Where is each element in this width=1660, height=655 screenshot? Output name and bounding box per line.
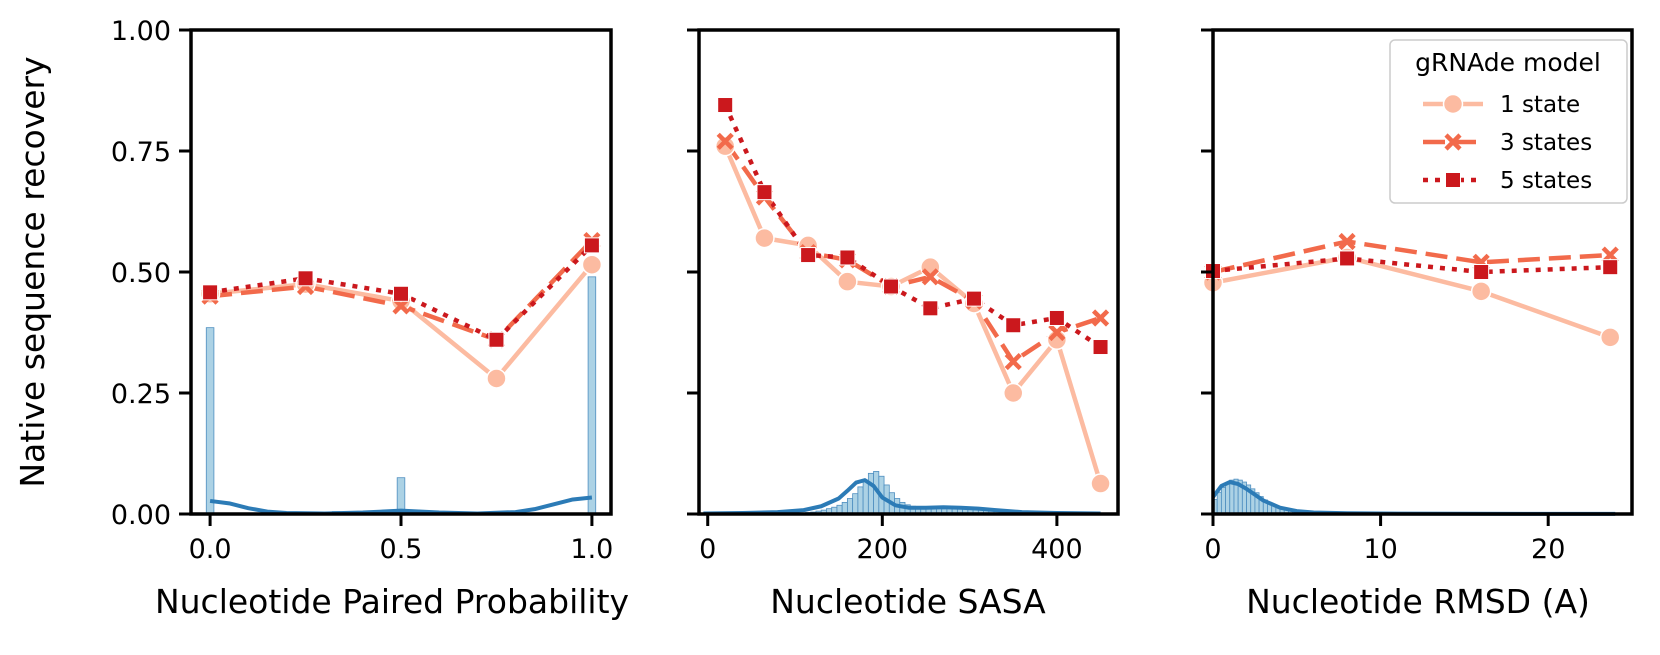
- x-axis-title-sasa: Nucleotide SASA: [770, 582, 1046, 621]
- data-point-five_states: [966, 291, 981, 306]
- histogram-bar: [847, 499, 852, 514]
- histogram-bar: [588, 277, 596, 514]
- data-point-five_states: [1340, 251, 1355, 266]
- data-point-five_states: [584, 238, 599, 253]
- legend-label-five_states: 5 states: [1500, 168, 1592, 194]
- y-tick-label: 0.25: [111, 379, 171, 410]
- data-point-one_state: [838, 272, 857, 291]
- x-tick-label: 0.5: [380, 534, 423, 565]
- data-point-one_state: [1601, 328, 1620, 347]
- series-markers-sasa: [716, 98, 1110, 493]
- histogram-bar: [1230, 480, 1234, 514]
- data-point-five_states: [394, 286, 409, 301]
- data-point-five_states: [884, 279, 899, 294]
- panel-paired-probability: 0.0 0.5 1.0 0.00 0.25 0.50 0.75 1.00 Nucleotid…: [111, 16, 629, 621]
- axes-spines: [191, 30, 611, 514]
- x-axis-title-rmsd: Nucleotide RMSD (A): [1246, 582, 1590, 621]
- data-point-five_states: [1603, 260, 1618, 275]
- x-tick-label: 20: [1531, 534, 1565, 565]
- x-tick-label: 0: [1204, 534, 1221, 565]
- histogram-bar: [853, 494, 858, 514]
- series-line-three_states: [725, 141, 1100, 361]
- series-lines-rmsd: [1213, 242, 1610, 338]
- legend-title: gRNAde model: [1415, 48, 1601, 77]
- x-tick-label: 0: [699, 534, 716, 565]
- data-point-five_states: [1006, 318, 1021, 333]
- y-tick-label: 0.75: [111, 137, 171, 168]
- x-tick-label: 0.0: [189, 534, 232, 565]
- y-ticks-rmsd: [1201, 30, 1213, 514]
- series-lines-sasa: [725, 105, 1100, 483]
- legend: gRNAde model 1 state 3 states 5 states: [1390, 40, 1627, 203]
- histogram-bar: [397, 478, 405, 514]
- data-point-five_states: [203, 285, 218, 300]
- legend-marker-five_states: [1446, 173, 1461, 188]
- data-point-five_states: [757, 185, 772, 200]
- histogram-bar: [1217, 492, 1221, 514]
- x-ticks-sasa: 0 200 400: [699, 514, 1083, 565]
- data-point-five_states: [718, 98, 733, 113]
- data-point-five_states: [489, 332, 504, 347]
- legend-label-one_state: 1 state: [1500, 92, 1580, 118]
- data-point-five_states: [923, 301, 938, 316]
- x-ticks-rmsd: 0 10 20: [1204, 514, 1565, 565]
- legend-label-three_states: 3 states: [1500, 130, 1592, 156]
- data-point-one_state: [582, 255, 601, 274]
- histogram-bar: [863, 480, 868, 514]
- x-tick-label: 1.0: [570, 534, 613, 565]
- histogram-bar: [858, 487, 863, 514]
- data-point-one_state: [755, 229, 774, 248]
- axes-frame-paired-probability: [191, 30, 611, 514]
- axes-frame-sasa: [699, 30, 1118, 514]
- histogram-paired-probability: [206, 277, 595, 514]
- kde-sasa: [703, 480, 1100, 513]
- histogram-bar: [1221, 487, 1225, 514]
- data-point-one_state: [1091, 474, 1110, 493]
- series-line-one_state: [210, 265, 592, 379]
- data-point-one_state: [487, 369, 506, 388]
- legend-marker-one_state: [1444, 95, 1463, 114]
- data-point-five_states: [1093, 340, 1108, 355]
- y-tick-label: 0.00: [111, 500, 171, 531]
- panel-sasa: 0 200 400 Nucleotide SASA: [687, 30, 1118, 621]
- x-axis-title-paired-probability: Nucleotide Paired Probability: [155, 582, 629, 621]
- x-tick-label: 200: [857, 534, 909, 565]
- data-point-five_states: [840, 250, 855, 265]
- data-point-five_states: [298, 271, 313, 286]
- kde-curve: [703, 480, 1100, 513]
- data-point-one_state: [1472, 282, 1491, 301]
- data-point-five_states: [801, 248, 816, 263]
- x-ticks-paired-probability: 0.0 0.5 1.0: [189, 514, 614, 565]
- y-axis-title: Native sequence recovery: [13, 56, 52, 487]
- axes-spines: [699, 30, 1118, 514]
- x-tick-label: 10: [1363, 534, 1397, 565]
- y-tick-label: 1.00: [111, 16, 171, 47]
- y-ticks-sasa: [687, 30, 699, 514]
- data-point-five_states: [1049, 310, 1064, 325]
- data-point-five_states: [1474, 265, 1489, 280]
- histogram-bar: [206, 328, 214, 514]
- series-line-one_state: [725, 146, 1100, 483]
- histogram-bar: [868, 473, 873, 514]
- data-point-one_state: [1004, 384, 1023, 403]
- histogram-bar: [1226, 483, 1230, 514]
- series-markers-paired-probability: [201, 234, 602, 388]
- y-tick-label: 0.50: [111, 258, 171, 289]
- y-ticks-paired-probability: 0.00 0.25 0.50 0.75 1.00: [111, 16, 191, 531]
- series-line-five_states: [725, 105, 1100, 347]
- data-point-three_states: [1006, 355, 1020, 369]
- x-tick-label: 400: [1031, 534, 1083, 565]
